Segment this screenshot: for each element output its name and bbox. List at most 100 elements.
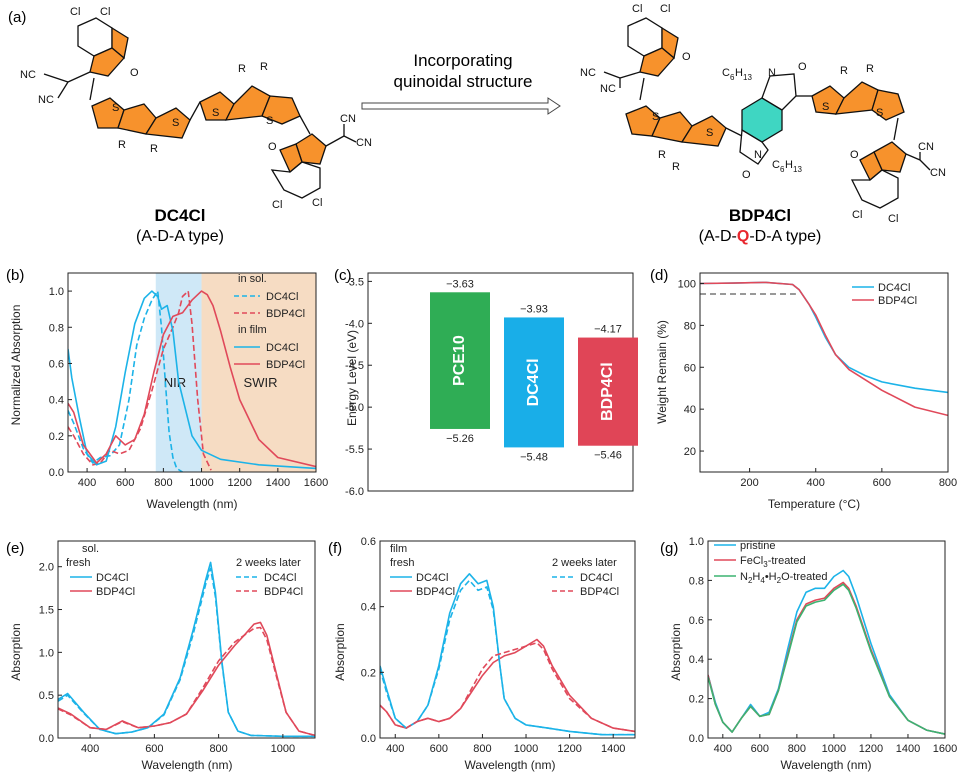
panel-a: (a) Cl Cl O NC NC S S R R — [8, 3, 946, 245]
bdp4cl-bond — [603, 71, 621, 79]
panel-g-ytick-label: 1.0 — [689, 536, 704, 548]
panel-g-frame — [707, 540, 946, 739]
energy-bar-pce10: PCE10 −3.63 −5.26 — [430, 278, 490, 445]
molecule-dc4cl: Cl Cl O NC NC S S R R S S R R — [20, 6, 372, 245]
bdp4cl-hexyl-2-c-sub: 6 — [780, 165, 785, 174]
bdp4cl-right-benzene — [850, 169, 899, 209]
panel-b-axes: 400 600 800 1000 1200 1400 1600 0.0 0.2 0.4 0.6 0.8… — [49, 272, 328, 489]
panel-d-frame — [699, 272, 949, 473]
panel-g-xtick-label: 1600 — [933, 743, 957, 755]
panel-f-ytick-label: 0.2 — [361, 667, 376, 679]
dc4cl-left-five-ring — [89, 47, 125, 77]
bdp4cl-s-1: S — [652, 111, 659, 123]
bdp4cl-bond — [893, 117, 899, 141]
dc4cl-thiophene-2 — [144, 107, 191, 139]
bdp4cl-bond — [725, 127, 743, 137]
dc4cl-s-1: S — [112, 102, 119, 114]
legend-n2h4-s1: 2 — [748, 576, 753, 585]
panel-e-ytick-label: 1.5 — [39, 605, 54, 617]
legend-n2h4-mid: H — [752, 571, 760, 583]
panel-b-0-series-dc4cl — [68, 290, 183, 472]
energy-bar-bdp4cl: BDP4Cl −4.17 −5.46 — [578, 324, 638, 462]
panel-b-ytick-label: 0.6 — [49, 358, 64, 370]
panel-e-axes: 400 600 800 1000 0.0 0.5 1.0 1.5 2.0 — [39, 540, 316, 755]
panel-d-ytick-label: 20 — [684, 446, 696, 458]
bdp4cl-hexyl-2: C 6 H 13 — [772, 159, 802, 174]
panel-f-frame — [379, 540, 636, 739]
bdp4cl-cl-2: Cl — [660, 3, 670, 15]
bdp4cl-name: BDP4Cl — [729, 206, 791, 225]
legend-bdp4cl-later-e: BDP4Cl — [264, 586, 303, 598]
panel-f-xtick-label: 400 — [386, 743, 404, 755]
bdp4cl-hexyl-1-h-sub: 13 — [743, 73, 752, 82]
panel-f-3-series-bdp4cl — [380, 641, 635, 733]
panel-g-xtick-label: 1400 — [896, 743, 920, 755]
panel-e-xtick-label: 400 — [81, 743, 99, 755]
panel-d-ylabel: Weight Remain (%) — [655, 320, 669, 424]
energy-bar-rect-dc4cl — [504, 317, 564, 448]
panel-a-letter: (a) — [8, 9, 26, 26]
panel-b-xtick-label: 1600 — [304, 477, 328, 489]
lumo-label-pce10: −3.63 — [446, 278, 474, 290]
conversion-arrow: Incorporating quinoidal structure — [361, 51, 561, 115]
bdp4cl-r-4: R — [866, 63, 874, 75]
panel-e-xtick-label: 1000 — [271, 743, 295, 755]
legend-n2h4-pre: N — [740, 571, 748, 583]
dc4cl-name: DC4Cl — [154, 206, 205, 225]
panel-g-ytick-label: 0.2 — [689, 694, 704, 706]
bdp4cl-type-post: -D-A type) — [749, 228, 821, 245]
homo-label-pce10: −5.26 — [446, 433, 474, 445]
panel-e-plot — [58, 561, 315, 738]
bdp4cl-o-4: O — [850, 149, 859, 161]
nir-band-rect — [155, 273, 202, 472]
lumo-label-bdp4cl: −4.17 — [594, 324, 622, 336]
panel-f-xtick-label: 600 — [430, 743, 448, 755]
bdp4cl-o-3: O — [742, 169, 751, 181]
panel-b-ylabel: Normalized Absorption — [9, 305, 23, 426]
bdp4cl-hexyl-1: C 6 H 13 — [722, 67, 752, 82]
panel-g-ytick-label: 0.4 — [689, 654, 704, 666]
bdp4cl-bond — [905, 153, 921, 161]
panel-e-xtick-label: 600 — [145, 743, 163, 755]
panel-d-xtick-label: 600 — [873, 477, 891, 489]
panel-f-ytick-label: 0.4 — [361, 602, 376, 614]
panel-c-ytick-label: -6.0 — [345, 486, 364, 498]
legend-bdp4cl-tga: BDP4Cl — [878, 295, 917, 307]
panel-d-letter: (d) — [650, 267, 668, 284]
panel-e-legend: sol. fresh DC4Cl BDP4Cl 2 weeks later DC… — [66, 543, 303, 598]
dc4cl-s-2: S — [172, 117, 179, 129]
bdp4cl-type: (A-D-Q-D-A type) — [699, 228, 822, 245]
legend-pristine: pristine — [740, 540, 775, 552]
bdp4cl-hexyl-2-h-sub: 13 — [793, 165, 802, 174]
panel-f-1-series-bdp4cl — [380, 638, 635, 733]
panel-b-1-series-bdp4cl — [68, 290, 212, 471]
panel-f-ylabel: Absorption — [333, 623, 347, 680]
arrow-text-1: Incorporating — [413, 51, 512, 70]
panel-g-plot — [708, 569, 945, 735]
legend-dc4cl-later-e: DC4Cl — [264, 572, 296, 584]
panel-d-ytick-label: 40 — [684, 404, 696, 416]
bdp4cl-s-3: S — [822, 101, 829, 113]
panel-f-xlabel: Wavelength (nm) — [465, 758, 556, 772]
panel-d-ytick-label: 100 — [678, 278, 696, 290]
legend-bdp4cl-sol: BDP4Cl — [266, 308, 305, 320]
panel-f-ytick-label: 0.6 — [361, 536, 376, 548]
dc4cl-nc-2: NC — [38, 94, 54, 106]
nir-band: NIR — [155, 273, 202, 472]
panel-c: (c) -3.5 -4.0 -4.5 -5.0 -5.5 -6.0 PCE10 −3.63 −… — [334, 267, 638, 498]
legend-group-fresh-f: fresh — [390, 557, 414, 569]
dc4cl-bond — [343, 135, 357, 143]
bdp4cl-hexyl-1-c: C — [722, 67, 730, 79]
panel-b-ytick-label: 0.4 — [49, 395, 64, 407]
panel-f-plot — [380, 572, 635, 736]
legend-fecl3-post: -treated — [768, 555, 806, 567]
dc4cl-bond — [57, 81, 69, 99]
homo-label-bdp4cl: −5.46 — [594, 450, 622, 462]
legend-dc4cl-film: DC4Cl — [266, 342, 298, 354]
bdp4cl-hexyl-2-c: C — [772, 159, 780, 171]
legend-dc4cl-tga: DC4Cl — [878, 282, 910, 294]
legend-n2h4-post: O-treated — [781, 571, 827, 583]
panel-g-xtick-label: 400 — [714, 743, 732, 755]
nir-band-label: NIR — [164, 375, 186, 390]
panel-b-xtick-label: 600 — [116, 477, 134, 489]
